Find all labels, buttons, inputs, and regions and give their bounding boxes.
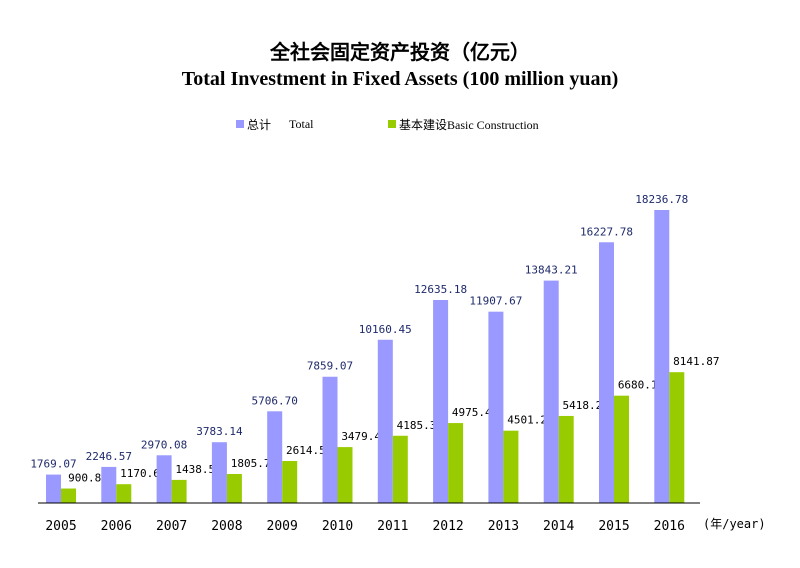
data-label-basic: 6680.15 [618,379,664,392]
bar-total [488,311,504,503]
legend-total-zh: 总计 [247,117,272,132]
x-tick-label: 2014 [543,519,574,534]
x-tick-label: 2011 [377,519,408,534]
x-axis-label: (年/year) [703,517,766,531]
bar-total [46,474,61,503]
data-label-basic: 2614.53 [286,444,332,457]
data-label-total: 7859.07 [307,360,353,373]
bar-basic [614,395,629,503]
bar-total [101,466,117,503]
bar-total [322,376,338,503]
chart-title-en: Total Investment in Fixed Assets (100 mi… [181,68,619,90]
bar-total [543,280,559,503]
bar-basic [171,479,187,503]
chart-title-zh: 全社会固定资产投资（亿元） [270,40,530,64]
x-tick-label: 2010 [322,519,353,534]
bar-total [433,299,449,503]
x-tick-label: 2008 [211,519,242,534]
data-label-total: 5706.70 [252,394,298,407]
data-label-total: 3783.14 [196,425,243,438]
x-tick-label: 2006 [101,519,132,534]
bar-total [654,210,670,503]
data-label-total: 16227.78 [580,225,633,238]
bar-basic [669,372,685,503]
data-label-total: 13843.21 [525,264,578,277]
data-label-total: 2970.08 [141,438,187,451]
data-label-total: 12635.18 [414,283,467,296]
data-label-basic: 900.87 [68,472,108,485]
x-tick-label: 2007 [156,519,187,534]
data-label-basic: 8141.87 [673,355,719,368]
x-tick-label: 2012 [432,519,463,534]
bar-basic [116,484,132,503]
legend-basic-label: 基本建设Basic Construction [399,117,539,132]
bar-total [211,442,227,503]
bar-basic [282,460,298,503]
bar-basic [61,488,76,503]
data-label-basic: 4975.44 [452,406,499,419]
data-label-total: 10160.45 [359,323,412,336]
x-tick-label: 2013 [488,519,519,534]
x-tick-label: 2015 [598,519,629,534]
data-label-basic: 1170.65 [120,467,166,480]
legend-total-swatch [236,120,244,128]
data-label-basic: 3479.48 [341,430,387,443]
data-label-basic: 4185.39 [397,419,443,432]
bar-total [267,411,283,503]
bar-basic [503,430,519,503]
bar-total [156,455,172,503]
data-label-total: 2246.57 [86,450,132,463]
x-tick-label: 2005 [45,519,76,534]
legend-basic-swatch [388,120,396,128]
bar-basic [448,423,464,503]
data-label-basic: 1438.54 [175,463,222,476]
data-label-total: 18236.78 [635,193,688,206]
legend-total-en: Total [289,116,314,131]
bar-total [599,242,614,503]
data-label-basic: 1805.77 [231,457,277,470]
x-tick-label: 2009 [267,519,298,534]
legend-basic: 基本建设Basic Construction [388,116,539,132]
data-label-basic: 5418.23 [563,399,609,412]
bar-total [377,339,393,503]
bar-basic [337,447,353,503]
x-tick-label: 2016 [654,519,685,534]
bar-basic [226,473,242,503]
bar-basic [558,415,574,503]
data-label-basic: 4501.24 [507,414,554,427]
data-label-total: 1769.07 [30,458,76,471]
legend-total: 总计 Total [236,116,314,132]
data-label-total: 11907.67 [469,295,522,308]
bar-basic [392,435,408,503]
